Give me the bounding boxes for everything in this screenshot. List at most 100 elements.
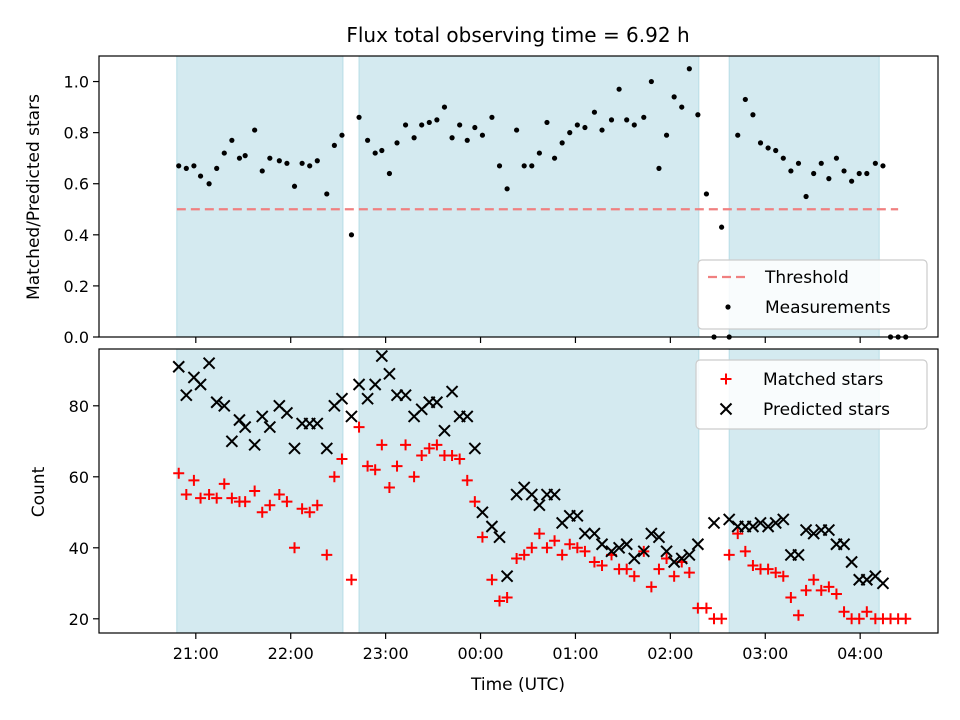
predicted-star-point <box>845 555 858 569</box>
measurement-point <box>504 186 510 192</box>
matched-star-point <box>861 606 873 618</box>
predicted-star-point <box>383 367 396 381</box>
measurement-point <box>544 119 550 126</box>
measurement-point <box>259 168 265 174</box>
matched-star-point <box>815 584 827 596</box>
predicted-star-point <box>860 573 874 586</box>
predicted-star-point <box>180 388 193 402</box>
bottom-y-axis-label: Count <box>29 466 49 517</box>
measurement-point <box>339 132 345 138</box>
chart-title: Flux total observing time = 6.92 h <box>346 23 689 47</box>
matched-star-point <box>571 542 583 554</box>
measurement-point <box>464 137 470 143</box>
matched-star-point <box>853 613 865 625</box>
matched-star-point <box>376 439 388 451</box>
measurement-point <box>314 158 320 164</box>
measurement-point <box>616 86 622 92</box>
predicted-star-point <box>468 442 482 455</box>
bottom-legend: Matched stars Predicted stars <box>695 359 928 430</box>
measurement-point <box>496 163 503 169</box>
bottom-y-ticks: 20 40 60 80 <box>69 397 99 629</box>
matched-star-point <box>345 574 357 586</box>
measurement-point <box>176 163 182 169</box>
predicted-star-point <box>645 527 658 540</box>
x-tick-label: 04:00 <box>837 644 883 663</box>
measurement-point <box>567 130 573 136</box>
matched-star-point <box>501 592 513 603</box>
matched-star-point <box>211 492 223 504</box>
matched-star-point <box>264 499 276 511</box>
legend-threshold-label: Threshold <box>764 268 849 288</box>
predicted-star-point <box>485 520 499 533</box>
matched-star-point <box>785 592 797 603</box>
measurement-point <box>197 173 204 179</box>
matched-star-point <box>747 560 759 572</box>
matched-star-point <box>239 496 251 508</box>
predicted-star-point <box>691 538 705 551</box>
predicted-star-point <box>461 410 474 423</box>
matched-star-point <box>408 471 420 483</box>
measurement-point <box>671 94 677 100</box>
measurement-point <box>608 117 615 123</box>
y-tick-label: 0.8 <box>64 124 89 143</box>
predicted-star-point <box>876 577 890 590</box>
top-axes-frame <box>98 55 939 338</box>
measurement-point <box>183 165 189 171</box>
matched-star-point <box>541 542 553 554</box>
predicted-star-point <box>172 360 185 373</box>
predicted-star-point <box>683 548 696 562</box>
legend-box <box>695 359 928 430</box>
matched-star-point <box>416 450 428 461</box>
matched-star-point <box>296 503 308 515</box>
x-tick-label: 02:00 <box>647 644 693 663</box>
predicted-star-point <box>807 527 820 540</box>
measurement-point <box>641 114 647 120</box>
matched-star-point <box>770 567 782 579</box>
measurement-point <box>803 193 809 200</box>
measurement-point <box>386 170 393 177</box>
predicted-star-point <box>707 516 721 530</box>
legend-matched-label: Matched stars <box>763 370 883 390</box>
matched-star-point <box>526 542 538 554</box>
measurement-point <box>811 170 817 177</box>
predicted-star-point <box>533 498 546 512</box>
matched-star-point <box>400 439 412 451</box>
measurement-point <box>252 127 258 133</box>
predicted-star-point <box>476 506 489 519</box>
predicted-star-point <box>612 541 626 555</box>
measurement-point <box>591 109 598 115</box>
predicted-star-point <box>548 488 561 501</box>
measurement-point <box>242 153 248 159</box>
observing-window <box>176 55 344 338</box>
matched-star-point <box>588 556 600 568</box>
predicted-star-point <box>368 378 382 391</box>
x-tick-label: 21:00 <box>173 644 219 663</box>
predicted-star-point <box>248 438 261 452</box>
matched-star-point <box>321 549 333 561</box>
matched-star-point <box>226 492 238 504</box>
legend-measurement-swatch <box>725 304 731 310</box>
matched-star-point <box>830 588 842 600</box>
top-panel: 0.0 0.2 0.4 0.6 0.8 1.0 Matched/Predicted sta… <box>24 55 939 347</box>
x-tick-label: 22:00 <box>268 644 314 663</box>
predicted-star-point <box>525 488 538 501</box>
predicted-star-point <box>238 420 252 434</box>
predicted-star-point <box>361 392 374 405</box>
measurement-point <box>719 224 725 230</box>
measurement-point <box>686 66 692 72</box>
predicted-star-point <box>438 424 451 437</box>
measurement-point <box>191 163 197 169</box>
measurement-points <box>176 66 909 340</box>
matched-star-point <box>195 492 207 504</box>
predicted-star-point <box>822 523 836 537</box>
observing-window <box>358 55 700 338</box>
matched-star-point <box>564 538 576 550</box>
predicted-star-point <box>571 509 584 523</box>
predicted-star-point <box>263 420 277 434</box>
measurement-point <box>364 137 371 143</box>
measurement-point <box>394 140 400 146</box>
measurement-point <box>214 165 220 171</box>
matched-star-point <box>469 496 481 508</box>
measurement-point <box>206 181 212 187</box>
